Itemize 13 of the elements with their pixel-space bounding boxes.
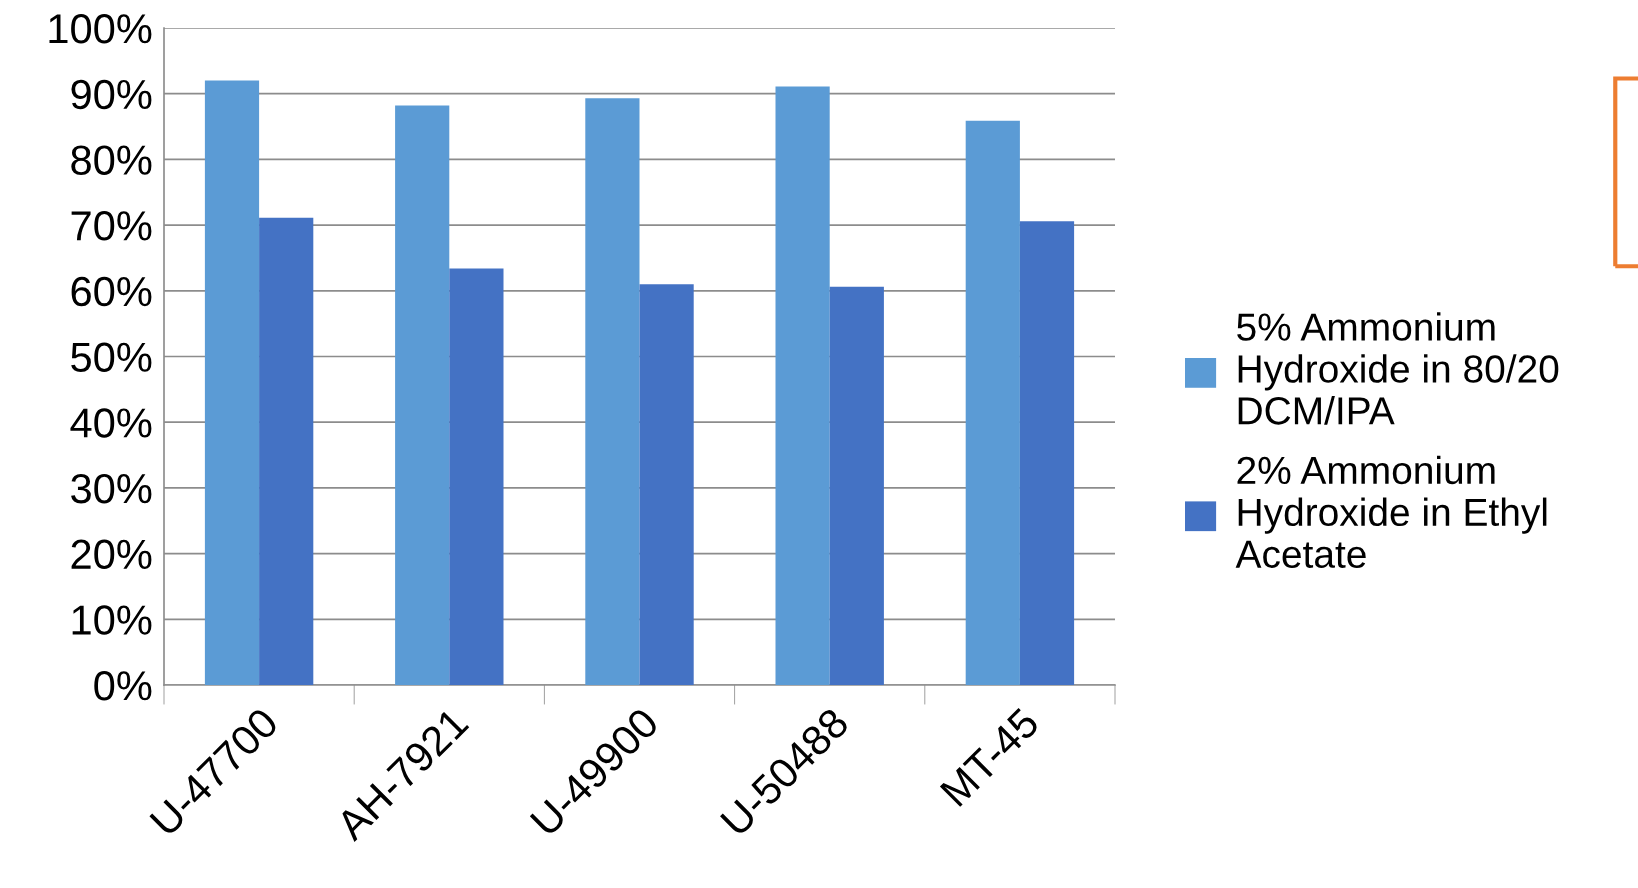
y-tick-label: 0% [94, 671, 152, 701]
legend-label: 2% Ammonium Hydroxide in Ethyl Acetate [1235, 455, 1547, 569]
legend-label: 5% Ammonium Hydroxide in 80/20 DCM/IPA [1237, 312, 1559, 425]
y-tick-label: 30% [71, 473, 152, 504]
y-tick-label: 20% [71, 539, 152, 570]
y-tick-label: 10% [72, 605, 152, 635]
y-tick-label: 60% [71, 276, 152, 307]
y-tick-label: 50% [71, 342, 152, 373]
y-tick-label: 100% [49, 14, 152, 44]
y-tick-label: 90% [71, 79, 152, 110]
y-tick-label: 70% [71, 211, 152, 241]
y-tick-label: 40% [70, 408, 152, 438]
y-tick-label: 80% [71, 145, 152, 175]
